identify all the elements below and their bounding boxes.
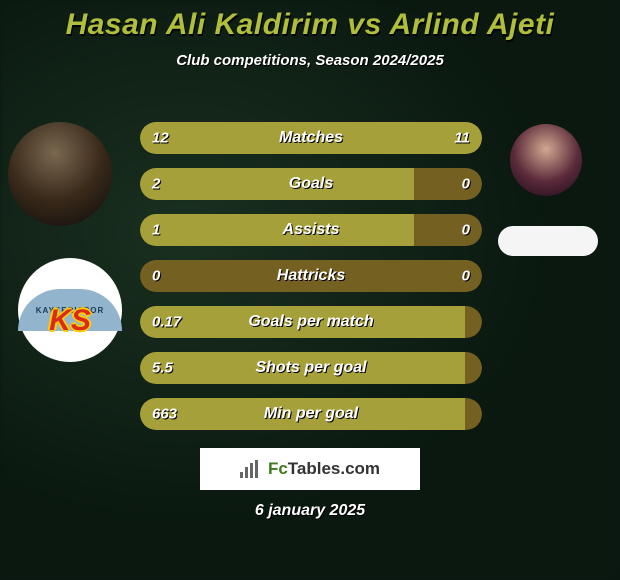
stat-value-left: 5.5: [152, 360, 173, 377]
stat-value-right: 0: [462, 176, 470, 193]
stats-bars: Matches1211Goals20Assists10Hattricks00Go…: [140, 122, 482, 444]
player2-avatar: [510, 124, 582, 196]
page-title: Hasan Ali Kaldirim vs Arlind Ajeti: [0, 0, 620, 42]
title-vs: vs: [347, 8, 381, 41]
stat-label: Matches: [279, 129, 343, 147]
stat-value-right: 11: [454, 130, 470, 147]
stat-label: Shots per goal: [255, 359, 366, 377]
stat-label: Assists: [283, 221, 340, 239]
comparison-card: Hasan Ali Kaldirim vs Arlind Ajeti Club …: [0, 0, 620, 580]
club1-initials: KS: [49, 304, 91, 338]
logo-fc: Fc: [268, 459, 288, 478]
stat-row: Shots per goal 5.5: [140, 352, 482, 384]
logo-text: FcTables.com: [268, 459, 380, 479]
stat-bar-fill-left: [140, 214, 414, 246]
stat-label: Goals: [289, 175, 333, 193]
subtitle: Club competitions, Season 2024/2025: [0, 52, 620, 69]
stat-row: Assists 1 0: [140, 214, 482, 246]
fctables-logo: FcTables.com: [200, 448, 420, 490]
title-player2: Arlind Ajeti: [390, 8, 555, 41]
date: 6 january 2025: [255, 502, 365, 520]
stat-label: Hattricks: [277, 267, 345, 285]
club2-placeholder: [498, 226, 598, 256]
stat-value-left: 1: [152, 222, 160, 239]
stat-value-left: 12: [152, 130, 169, 147]
stat-value-right: 0: [462, 222, 470, 239]
club1-crest: KAYSERISPOR KS: [18, 258, 122, 362]
stat-value-left: 2: [152, 176, 160, 193]
stat-label: Goals per match: [248, 313, 373, 331]
stat-value-left: 663: [152, 406, 177, 423]
stat-label: Min per goal: [264, 405, 358, 423]
stat-value-right: 0: [462, 268, 470, 285]
player1-avatar: [8, 122, 112, 226]
stat-row: Matches 12 11: [140, 122, 482, 154]
stat-row: Goals 2 0: [140, 168, 482, 200]
logo-bars-icon: [240, 460, 262, 478]
stat-value-left: 0: [152, 268, 160, 285]
stat-row: Hattricks 0 0: [140, 260, 482, 292]
logo-rest: Tables.com: [288, 459, 380, 478]
stat-bar-fill-left: [140, 168, 414, 200]
stat-row: Min per goal 663: [140, 398, 482, 430]
stat-value-left: 0.17: [152, 314, 181, 331]
title-player1: Hasan Ali Kaldirim: [66, 8, 339, 41]
stat-row: Goals per match 0.17: [140, 306, 482, 338]
